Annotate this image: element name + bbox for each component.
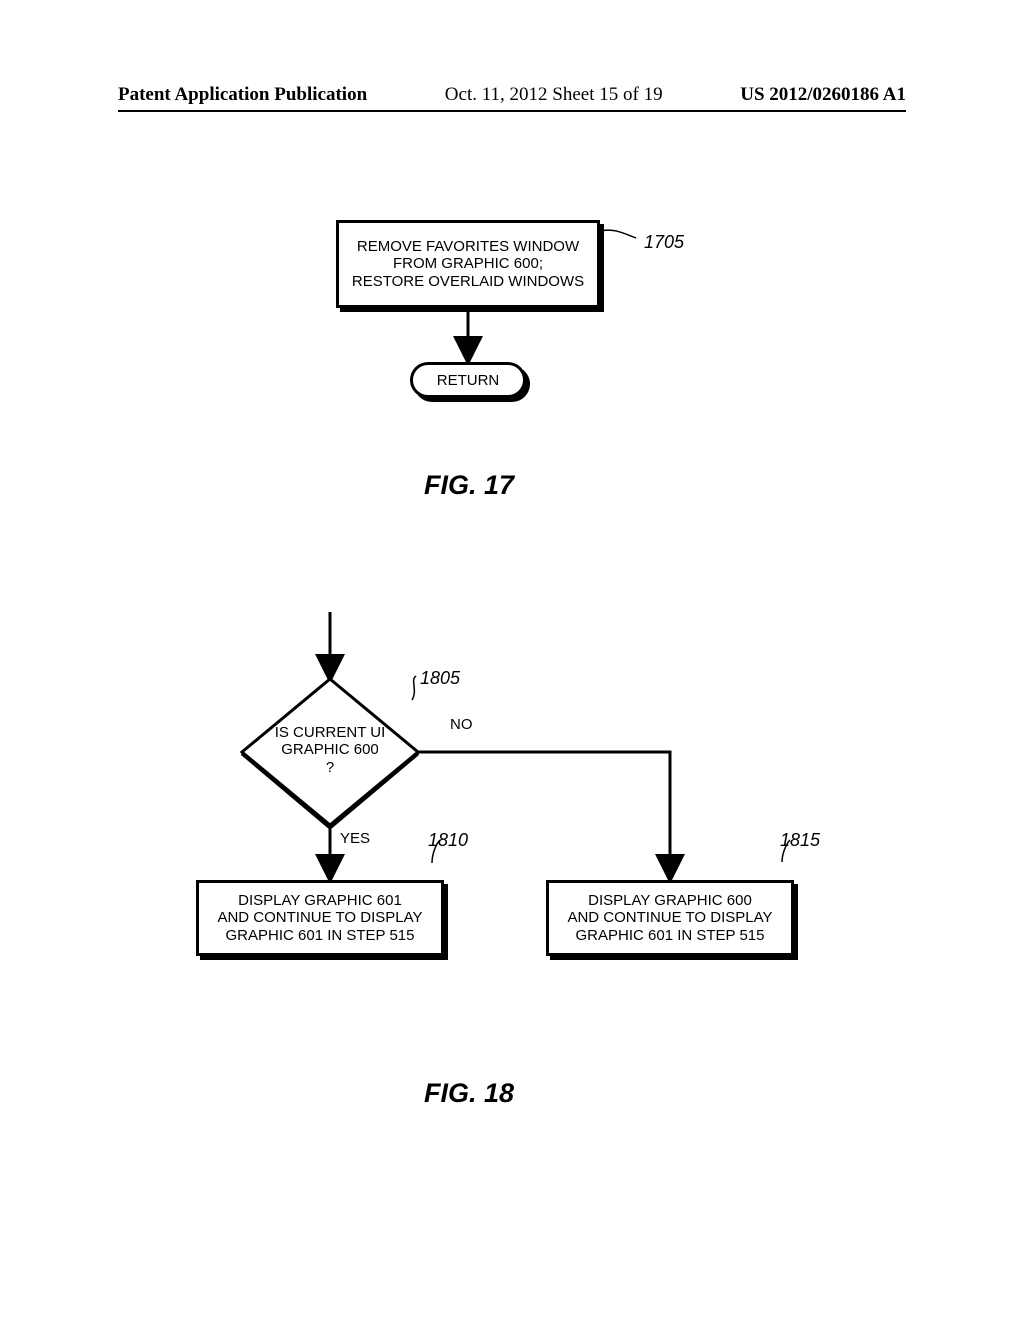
arrow-1705-to-return [0, 0, 1024, 1320]
ref-1705: 1705 [644, 232, 684, 253]
box-1815: DISPLAY GRAPHIC 600 AND CONTINUE TO DISP… [546, 880, 794, 956]
header-rule [118, 110, 906, 112]
decision-1805: IS CURRENT UI GRAPHIC 600 ? [250, 724, 410, 776]
header-left: Patent Application Publication [118, 84, 367, 106]
decision-line2: GRAPHIC 600 [250, 741, 410, 758]
box-1815-line1: DISPLAY GRAPHIC 600 [567, 892, 772, 909]
decision-line1: IS CURRENT UI [250, 724, 410, 741]
box-1705-line1: REMOVE FAVORITES WINDOW [352, 238, 584, 255]
ref-1810: 1810 [428, 830, 468, 851]
return-label: RETURN [437, 372, 500, 389]
box-1815-line3: GRAPHIC 601 IN STEP 515 [567, 927, 772, 944]
header-right: US 2012/0260186 A1 [740, 84, 906, 106]
fig18-caption: FIG. 18 [424, 1078, 514, 1109]
label-no: NO [450, 716, 473, 733]
box-1810-line1: DISPLAY GRAPHIC 601 [217, 892, 422, 909]
box-1810-line3: GRAPHIC 601 IN STEP 515 [217, 927, 422, 944]
fig17-caption: FIG. 17 [424, 470, 514, 501]
decision-line3: ? [250, 759, 410, 776]
fig18-svg [0, 0, 1024, 1320]
label-yes: YES [340, 830, 370, 847]
box-1810: DISPLAY GRAPHIC 601 AND CONTINUE TO DISP… [196, 880, 444, 956]
box-1705-line3: RESTORE OVERLAID WINDOWS [352, 273, 584, 290]
box-1810-line2: AND CONTINUE TO DISPLAY [217, 909, 422, 926]
page-header: Patent Application Publication Oct. 11, … [0, 84, 1024, 106]
header-center: Oct. 11, 2012 Sheet 15 of 19 [445, 84, 663, 106]
box-1705: REMOVE FAVORITES WINDOW FROM GRAPHIC 600… [336, 220, 600, 308]
box-1705-line2: FROM GRAPHIC 600; [352, 255, 584, 272]
ref-1805: 1805 [420, 668, 460, 689]
terminator-return: RETURN [410, 362, 526, 398]
box-1815-line2: AND CONTINUE TO DISPLAY [567, 909, 772, 926]
terminator-return-inner: RETURN [410, 362, 526, 398]
ref-1815: 1815 [780, 830, 820, 851]
